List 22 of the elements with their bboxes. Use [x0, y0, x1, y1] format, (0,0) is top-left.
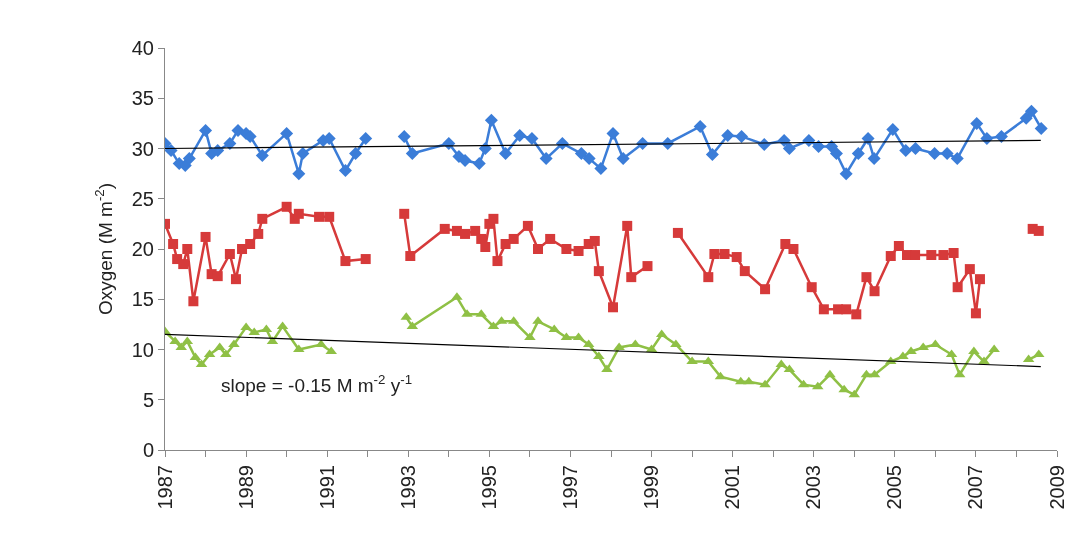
y-tick-label: 35: [131, 87, 154, 110]
x-tick-label: 1987: [153, 465, 176, 510]
x-tick-label: 2007: [964, 465, 987, 510]
y-tick-label: 30: [131, 137, 154, 160]
x-tick-label: 2009: [1045, 465, 1068, 510]
x-tick-label: 1993: [396, 465, 419, 510]
y-tick-label: 5: [142, 388, 154, 411]
y-tick-label: 40: [131, 37, 154, 59]
y-tick-label: 25: [131, 187, 154, 210]
y-tick-label: 20: [131, 238, 154, 260]
x-tick-label: 1999: [640, 465, 663, 510]
y-tick-label: 15: [131, 288, 154, 311]
x-tick-label: 2001: [721, 465, 744, 510]
x-tick-label: 1995: [477, 465, 500, 510]
x-tick-label: 2003: [802, 465, 825, 510]
x-tick-label: 1989: [234, 465, 257, 510]
x-tick-label: 2005: [883, 465, 906, 510]
annotation: slope = -0.15 M m$^{-2}$ y$^{-1}$: [221, 372, 413, 396]
y-tick-label: 10: [131, 338, 154, 361]
x-tick-label: 1997: [558, 465, 581, 510]
x-tick-label: 1991: [315, 465, 338, 510]
y-tick-label: 0: [142, 439, 154, 461]
